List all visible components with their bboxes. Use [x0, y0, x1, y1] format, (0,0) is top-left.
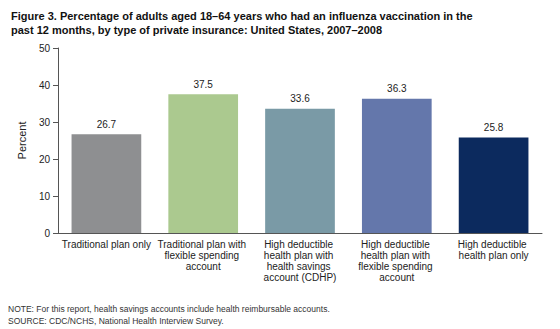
- svg-text:health savings: health savings: [267, 261, 334, 272]
- svg-text:High deductible: High deductible: [361, 239, 433, 250]
- svg-text:High deductible: High deductible: [458, 239, 530, 250]
- svg-text:20: 20: [39, 154, 51, 165]
- svg-text:Traditional plan only: Traditional plan only: [62, 239, 151, 250]
- svg-text:36.3: 36.3: [387, 83, 407, 94]
- svg-text:account: account: [186, 261, 221, 272]
- svg-text:account (CDHP): account (CDHP): [264, 272, 337, 283]
- svg-text:health plan with: health plan with: [264, 250, 336, 261]
- svg-text:NOTE: For this report, health: NOTE: For this report, health savings ac…: [8, 304, 330, 314]
- svg-text:High deductible: High deductible: [264, 239, 336, 250]
- svg-text:26.7: 26.7: [97, 119, 117, 130]
- svg-text:50: 50: [39, 43, 51, 54]
- svg-text:25.8: 25.8: [484, 122, 504, 133]
- svg-text:past 12 months, by type of pri: past 12 months, by type of private insur…: [11, 24, 382, 36]
- svg-text:40: 40: [39, 80, 51, 91]
- svg-text:flexible spending: flexible spending: [358, 261, 435, 272]
- svg-text:health plan with: health plan with: [361, 250, 433, 261]
- svg-text:37.5: 37.5: [193, 79, 213, 90]
- svg-text:10: 10: [39, 191, 51, 202]
- svg-text:Figure 3. Percentage of adults: Figure 3. Percentage of adults aged 18–6…: [11, 10, 476, 22]
- svg-text:health plan only: health plan only: [459, 250, 529, 261]
- svg-text:Traditional plan with: Traditional plan with: [158, 239, 249, 250]
- svg-text:flexible spending: flexible spending: [165, 250, 242, 261]
- svg-text:30: 30: [39, 117, 51, 128]
- svg-text:account: account: [379, 272, 414, 283]
- svg-text:Percent: Percent: [16, 122, 28, 160]
- svg-text:SOURCE: CDC/NCHS, National Hea: SOURCE: CDC/NCHS, National Health Interv…: [8, 316, 224, 326]
- svg-text:0: 0: [44, 228, 50, 239]
- svg-text:33.6: 33.6: [290, 93, 310, 104]
